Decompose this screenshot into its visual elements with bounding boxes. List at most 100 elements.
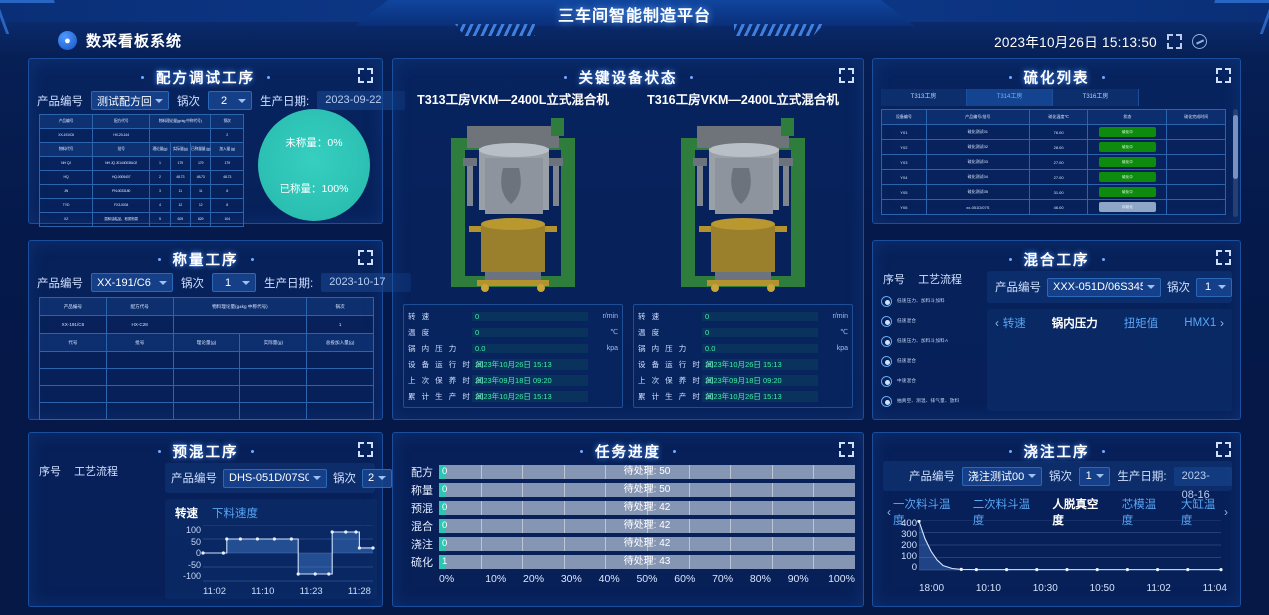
mixing-product-select[interactable]: XXX-051D/06S345- [1047, 277, 1161, 297]
table-cell [172, 351, 241, 369]
mixing-batch-select[interactable]: 1 [1196, 277, 1232, 297]
panel-progress-expand-icon[interactable] [839, 442, 854, 457]
header-hatch-right [734, 24, 824, 36]
recipe-batch-label: 锅次 [177, 95, 200, 108]
table-cell [1166, 169, 1226, 185]
progress-gridline [563, 536, 565, 551]
progress-gridline [813, 554, 815, 569]
radio-bullet-icon [881, 315, 892, 327]
status-key: 温 度 [638, 327, 662, 337]
mixing-tab[interactable]: 扭矩值 [1123, 318, 1159, 330]
chevron-right-icon[interactable]: › [1219, 316, 1224, 330]
progress-fill [439, 536, 446, 551]
panel-mixing-expand-icon[interactable] [1216, 250, 1231, 265]
axis-tick-label: 90% [787, 573, 809, 585]
mixing-flow-item[interactable]: 低速压力、加料斗加料A [881, 331, 981, 351]
premix-batch-select[interactable]: 2 [362, 468, 393, 488]
panel-vulcanization-expand-icon[interactable] [1216, 68, 1231, 83]
panel-vulcanization-title: 硫化列表 [873, 67, 1240, 88]
casting-date-value[interactable]: 2023-08-16 [1173, 466, 1232, 501]
recipe-batch-select[interactable]: 2 [208, 91, 252, 110]
mixing-flow-header: 序号 工艺流程 [883, 271, 972, 287]
recipe-batch-value: 2 [220, 94, 228, 107]
table-cell: 179 [189, 156, 212, 171]
pie-unweighed-label: 未称量：0% [285, 137, 343, 149]
progress-gridline [647, 536, 648, 551]
panel-equipment-title-text: 关键设备状态 [578, 71, 678, 87]
casting-tab[interactable]: 二次料斗温度 [972, 499, 1031, 527]
mixing-flow-item[interactable]: 抽真空、测温、排气量、放料 [881, 391, 981, 411]
axis-tick-label: 10:30 [1032, 583, 1058, 594]
panel-recipe-debug: 配方调试工序 产品编号 测试配方回集1 锅次 2 生产日期: 2023-09-2… [28, 58, 406, 227]
premix-tab[interactable]: 下料速度 [212, 508, 258, 520]
table-cell: 硫化中 [1087, 169, 1168, 185]
axis-tick-label: 50% [636, 573, 658, 585]
mixing-flow-item[interactable]: 中速混合 [881, 371, 981, 391]
weighing-product-select[interactable]: XX-191/C6 [91, 273, 173, 292]
mixing-product-label: 产品编号 [995, 282, 1041, 294]
table-cell: 48.73 [210, 170, 244, 185]
table-header-cell: 硫化完成时间 [1166, 109, 1226, 125]
table-row [39, 351, 374, 369]
machine-name: T313工房VKM—2400L立式混合机 [417, 93, 609, 107]
table-cell [1166, 154, 1226, 170]
mixing-flow-item[interactable]: 低速混合 [881, 351, 981, 371]
table-row: Y01 硫化测试01 76.00 硫化中 [881, 124, 1226, 140]
casting-tab[interactable]: 一次料斗温度 [893, 499, 951, 527]
chevron-left-icon[interactable]: ‹ [887, 505, 891, 519]
vulcanization-tab[interactable]: T316工房 [1053, 89, 1139, 106]
casting-tab[interactable]: 大缸温度 [1180, 499, 1216, 527]
recipe-product-select[interactable]: 测试配方回集1 [91, 91, 169, 110]
panel-weighing-expand-icon[interactable] [358, 250, 373, 265]
mixing-tab[interactable]: 转速 [1002, 318, 1026, 330]
casting-product-value: 浇注测试001 [968, 471, 1024, 483]
table-cell: 1 [149, 156, 171, 171]
premix-product-select[interactable]: DHS-051D/07S001-01 [223, 468, 327, 488]
table-cell: 12 [189, 198, 212, 213]
casting-product-select[interactable]: 浇注测试001 [962, 466, 1042, 486]
panel-recipe-expand-icon[interactable] [358, 68, 373, 83]
vertical-mixer-icon [451, 118, 575, 292]
panel-casting-expand-icon[interactable] [1216, 442, 1231, 457]
vulcanization-scrollbar[interactable] [1233, 109, 1238, 217]
weighing-batch-select[interactable]: 1 [212, 273, 256, 292]
brand: ● 数采看板系统 [58, 30, 182, 51]
table-cell: FX3-0034 [92, 198, 151, 213]
table-cell: 48.73 [189, 170, 212, 185]
casting-batch-select[interactable]: 1 [1079, 466, 1111, 486]
progress-gridline [480, 536, 482, 551]
recipe-date-value[interactable]: 2023-09-22 [317, 91, 406, 110]
premix-tab[interactable]: 转速 [175, 508, 198, 520]
progress-track: 0 待处理: 42 [439, 536, 855, 551]
casting-date-label: 生产日期: [1117, 471, 1167, 483]
mixing-tab[interactable]: 锅内压力 [1051, 318, 1098, 330]
table-cell [239, 385, 308, 403]
mixing-flow-text: 抽真空、测温、排气量、放料 [897, 398, 960, 403]
machine-status-row: 累 计 生 产 时 间 2023年10月26日 15:13 [638, 388, 848, 404]
table-cell: 硫化测试02 [925, 139, 1030, 155]
status-key: 锅 内 压 力 [408, 343, 459, 353]
casting-tab[interactable]: 芯模温度 [1121, 499, 1157, 527]
mixing-flow-item[interactable]: 低速混合 [881, 311, 981, 331]
casting-tab[interactable]: 人脱真空度 [1052, 499, 1099, 527]
power-icon[interactable] [1192, 33, 1207, 49]
progress-gridline [563, 482, 565, 497]
chevron-left-icon[interactable]: ‹ [995, 316, 999, 330]
table-cell: Y06 [881, 199, 927, 215]
progress-gridline [522, 482, 524, 497]
mixing-flow-item[interactable]: 低速压力、加料斗加料 [881, 291, 981, 311]
vulcanization-tab[interactable]: T314工房 [967, 89, 1053, 106]
mixing-tab[interactable]: HMX1 [1184, 317, 1217, 329]
progress-gridline [563, 464, 565, 479]
progress-track: 0 待处理: 42 [439, 500, 855, 515]
panel-equipment-expand-icon[interactable] [839, 68, 854, 83]
expand-icon[interactable] [1167, 33, 1182, 49]
panel-premix-expand-icon[interactable] [358, 442, 373, 457]
panel-casting: 浇注工序 产品编号 浇注测试001 锅次 1 生产日期: 2023-08-16 … [872, 432, 1241, 607]
weighing-date-value[interactable]: 2023-10-17 [321, 273, 412, 292]
axis-tick-label: 50 [190, 536, 201, 547]
progress-gridline [522, 536, 524, 551]
vulcanization-tab[interactable]: T313工房 [881, 89, 967, 106]
chevron-right-icon[interactable]: › [1224, 505, 1228, 519]
